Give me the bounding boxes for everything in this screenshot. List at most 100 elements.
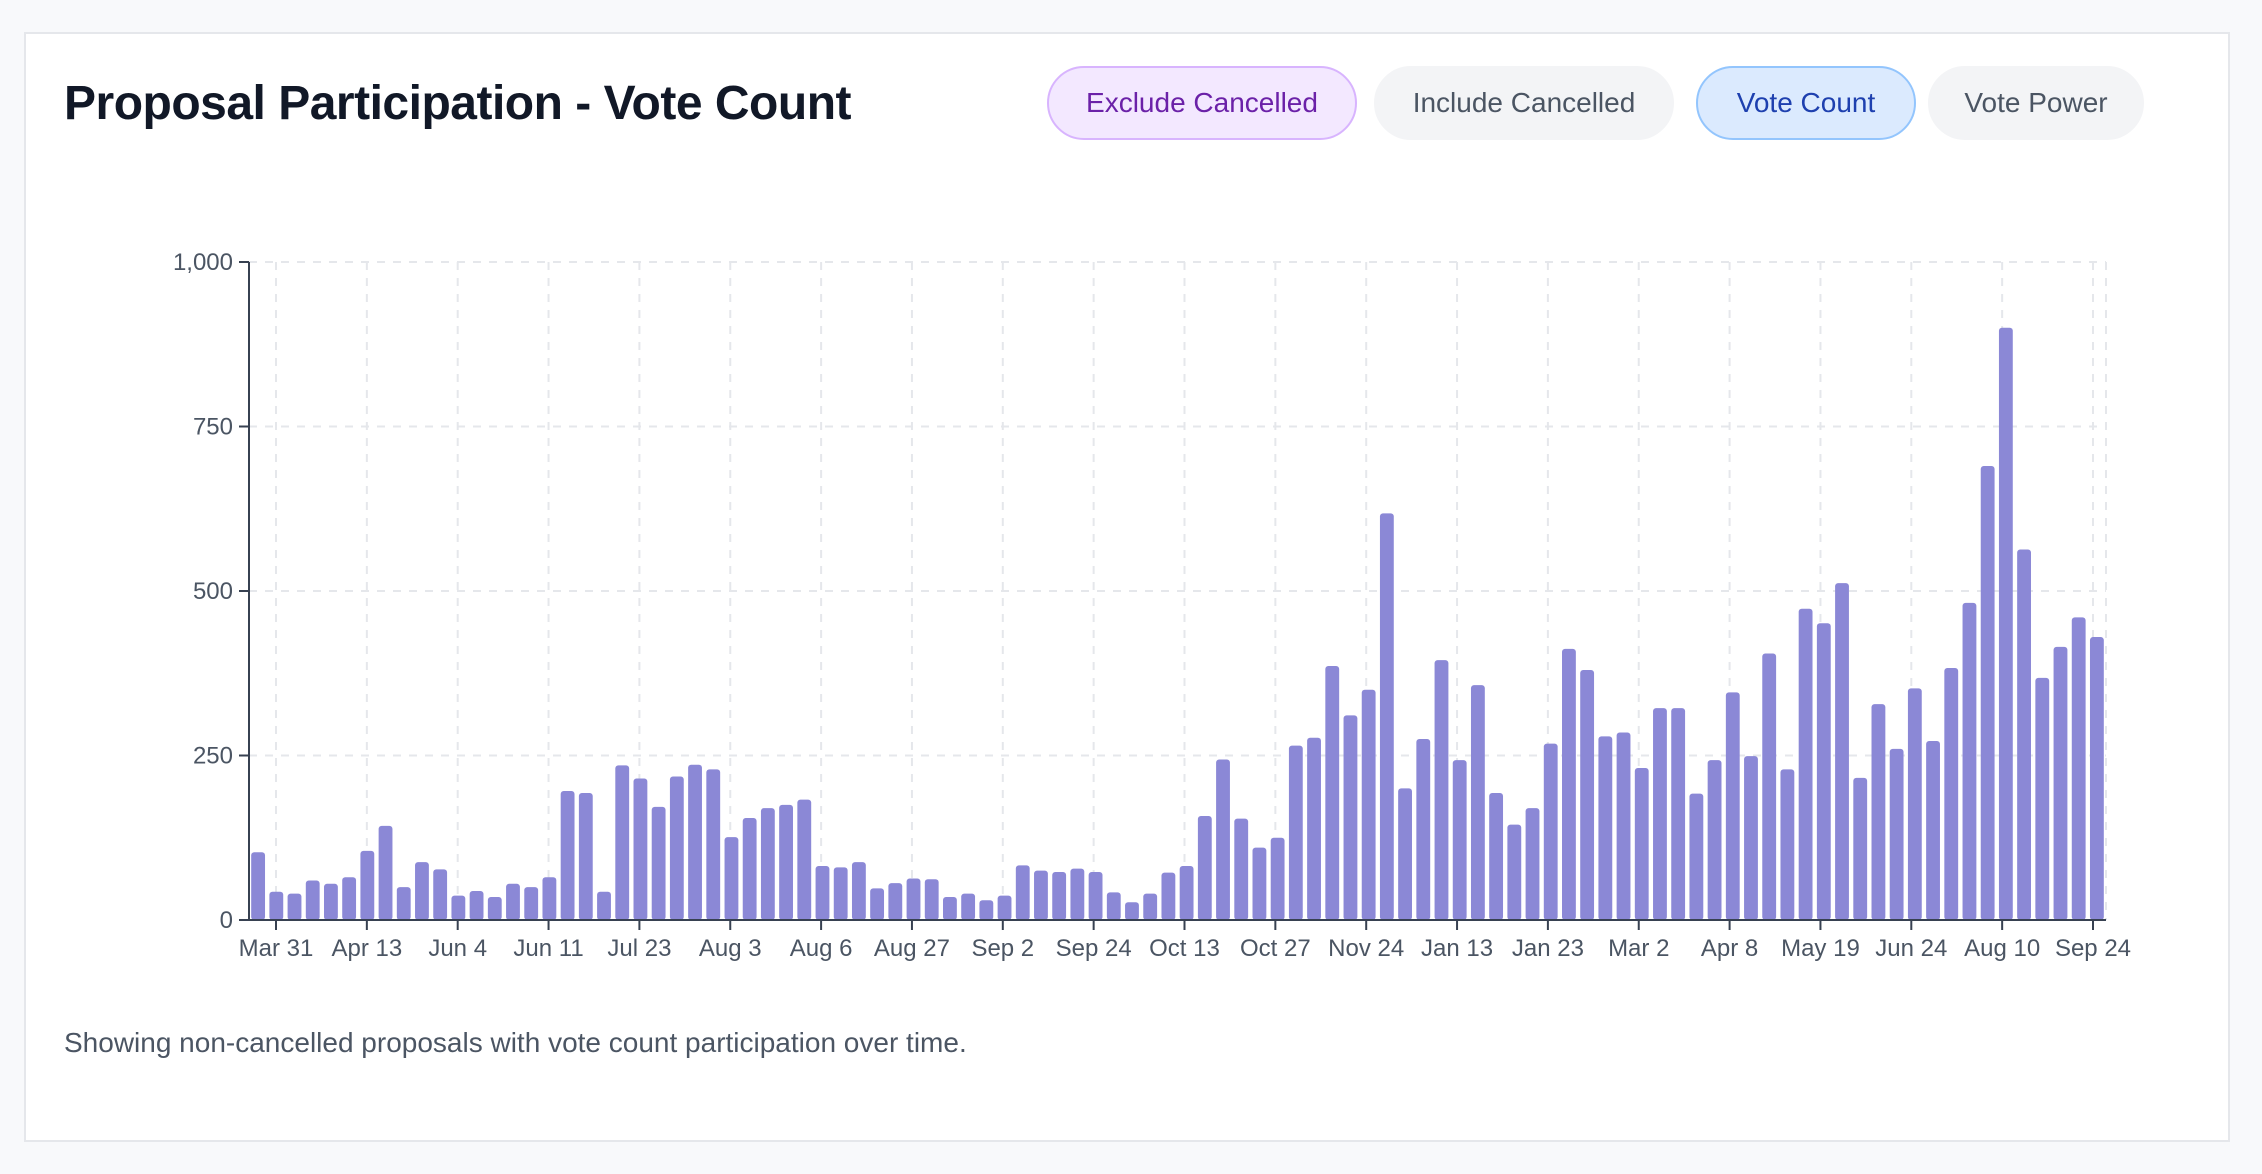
bar — [1780, 769, 1795, 920]
x-tick-label: Apr 13 — [331, 935, 402, 962]
x-tick-label: Aug 6 — [790, 935, 853, 962]
x-tick-label: Jan 23 — [1512, 935, 1584, 962]
bar — [1015, 865, 1030, 920]
x-tick-label: Jan 13 — [1421, 935, 1493, 962]
bar — [487, 896, 502, 920]
bar — [342, 877, 357, 920]
x-tick-label: Mar 31 — [239, 935, 314, 962]
bar — [1580, 669, 1595, 920]
bar — [1070, 868, 1085, 920]
bar — [833, 867, 848, 920]
bar — [1598, 736, 1613, 920]
bar — [1452, 760, 1467, 920]
bar — [1052, 871, 1067, 920]
bar — [1944, 667, 1959, 920]
bar — [1707, 760, 1722, 920]
bar — [1525, 808, 1540, 920]
bar — [924, 879, 939, 920]
bar — [1653, 708, 1667, 920]
x-tick-label: Jun 11 — [513, 935, 583, 962]
bar — [1179, 866, 1194, 920]
bar — [906, 878, 921, 920]
page-title: Proposal Participation - Vote Count — [64, 77, 852, 130]
bar — [1398, 788, 1412, 920]
bar — [779, 804, 793, 920]
bar — [1416, 739, 1431, 920]
bar — [524, 887, 539, 920]
bar — [1798, 608, 1813, 920]
bar — [1507, 824, 1522, 920]
bar — [669, 776, 684, 920]
bar — [1543, 743, 1558, 920]
bar — [1088, 871, 1103, 920]
bar — [578, 793, 593, 920]
include-cancelled-button[interactable]: Include Cancelled — [1374, 66, 1674, 140]
bar — [305, 880, 320, 920]
x-tick-label: Apr 8 — [1701, 935, 1758, 962]
bar — [324, 883, 338, 920]
x-tick-label: Jun 4 — [428, 935, 487, 962]
bar — [396, 887, 411, 920]
x-tick-label: Oct 27 — [1240, 935, 1311, 962]
y-tick-label: 250 — [193, 743, 233, 770]
bar — [688, 764, 702, 920]
bar — [961, 893, 976, 920]
bar — [2035, 677, 2050, 920]
y-tick-label: 1,000 — [173, 249, 233, 276]
x-tick-label: Nov 24 — [1328, 935, 1404, 962]
bar — [1926, 741, 1940, 920]
bar — [1361, 689, 1376, 920]
bar — [269, 891, 284, 920]
bar — [2053, 646, 2068, 920]
bar — [1125, 902, 1139, 920]
bar — [2071, 617, 2086, 920]
bar — [1343, 715, 1358, 920]
x-tick-label: Oct 13 — [1149, 935, 1220, 962]
bar — [1161, 872, 1176, 920]
bar — [1998, 327, 2013, 920]
x-tick-label: Mar 2 — [1608, 935, 1669, 962]
bar — [1634, 768, 1649, 920]
bar — [1889, 748, 1904, 920]
bar — [760, 808, 775, 920]
bar — [1470, 685, 1485, 920]
vote-power-button[interactable]: Vote Power — [1928, 66, 2144, 140]
bar — [469, 891, 484, 920]
bar — [2017, 549, 2031, 920]
bar — [1689, 793, 1704, 920]
bar — [797, 799, 812, 920]
bar — [1288, 745, 1303, 920]
bar — [888, 883, 903, 920]
bar — [997, 895, 1012, 920]
x-tick-label: Aug 10 — [1964, 935, 2040, 962]
bar — [1216, 759, 1230, 920]
bar — [1744, 756, 1758, 920]
bar — [651, 806, 666, 920]
bar — [851, 862, 866, 920]
bar — [1106, 892, 1121, 920]
x-tick-label: Aug 3 — [699, 935, 762, 962]
vote-count-button[interactable]: Vote Count — [1696, 66, 1916, 140]
bar — [1234, 818, 1249, 920]
bar — [433, 869, 448, 920]
bar — [1379, 513, 1394, 920]
bar — [1853, 777, 1868, 920]
bar — [815, 866, 830, 920]
bar — [2089, 637, 2104, 920]
bar — [1871, 704, 1886, 920]
x-tick-label: Sep 24 — [2055, 935, 2131, 962]
bar — [597, 891, 611, 920]
bar — [378, 825, 393, 920]
bar — [1725, 692, 1740, 920]
bar — [506, 883, 520, 920]
bar — [1307, 737, 1321, 920]
y-tick-label: 500 — [193, 578, 233, 605]
bar — [1980, 465, 1995, 920]
bar — [287, 893, 302, 920]
x-tick-label: Jul 23 — [607, 935, 671, 962]
bar — [415, 862, 429, 920]
bar — [870, 888, 885, 920]
exclude-cancelled-button[interactable]: Exclude Cancelled — [1047, 66, 1357, 140]
bar — [1562, 648, 1576, 920]
bar — [360, 850, 375, 920]
